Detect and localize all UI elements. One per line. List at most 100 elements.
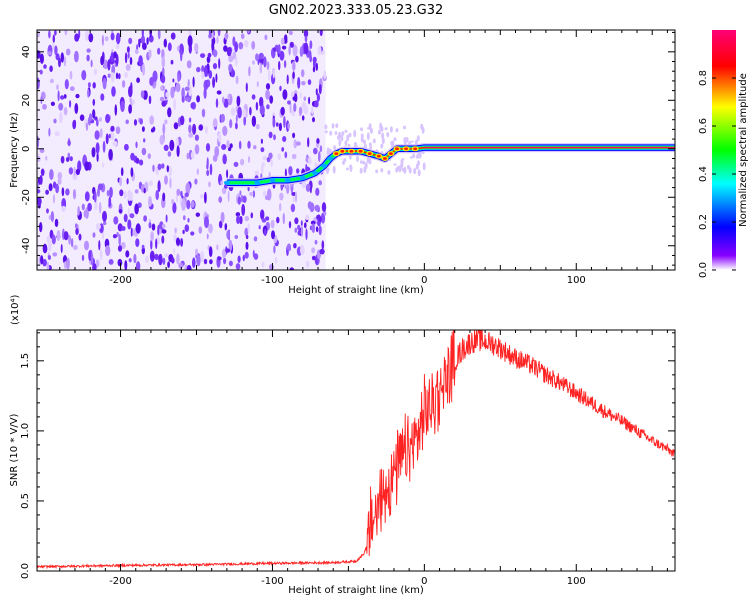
noise-speckle	[186, 60, 192, 69]
noise-speckle	[260, 138, 263, 144]
noise-speckle	[102, 77, 107, 90]
noise-speckle	[204, 191, 207, 204]
noise-speckle	[75, 93, 80, 99]
noise-speckle	[194, 178, 198, 185]
noise-speckle	[403, 125, 406, 130]
noise-speckle	[102, 210, 107, 222]
noise-speckle	[72, 189, 77, 200]
noise-speckle	[273, 245, 276, 254]
noise-speckle	[109, 132, 115, 141]
noise-speckle	[84, 30, 90, 41]
noise-speckle	[161, 74, 166, 84]
noise-speckle	[124, 260, 128, 270]
noise-speckle	[335, 123, 339, 128]
noise-speckle	[310, 220, 316, 225]
noise-speckle	[308, 156, 312, 165]
noise-speckle	[375, 169, 379, 174]
noise-speckle	[206, 169, 210, 176]
noise-speckle	[123, 213, 128, 223]
noise-speckle	[176, 253, 180, 265]
noise-speckle	[178, 262, 184, 269]
tone-blob-core	[340, 149, 345, 153]
noise-speckle	[407, 165, 410, 170]
noise-speckle	[281, 45, 287, 50]
noise-speckle	[141, 244, 145, 249]
noise-speckle	[346, 134, 350, 142]
noise-speckle	[289, 101, 292, 114]
noise-speckle	[139, 159, 144, 166]
noise-speckle	[227, 190, 230, 202]
noise-speckle	[366, 132, 370, 141]
noise-speckle	[127, 219, 132, 230]
noise-speckle	[201, 71, 205, 79]
noise-speckle	[247, 223, 250, 234]
noise-speckle	[123, 190, 127, 199]
noise-speckle	[92, 82, 96, 89]
noise-speckle	[103, 221, 107, 226]
noise-speckle	[149, 115, 155, 125]
noise-speckle	[360, 127, 363, 132]
noise-speckle	[218, 220, 223, 229]
noise-speckle	[260, 147, 265, 153]
noise-speckle	[237, 255, 241, 263]
noise-speckle	[215, 73, 218, 83]
noise-speckle	[39, 69, 43, 75]
figure-title: GN02.2023.333.05.23.G32	[269, 3, 444, 18]
noise-speckle	[415, 155, 419, 159]
noise-speckle	[312, 66, 316, 73]
noise-speckle	[135, 157, 140, 164]
noise-speckle	[347, 143, 351, 147]
noise-speckle	[58, 178, 62, 185]
noise-speckle	[152, 126, 156, 132]
noise-speckle	[262, 190, 267, 197]
tone-blob-weak	[312, 171, 318, 175]
noise-speckle	[132, 229, 136, 236]
noise-speckle	[393, 137, 397, 142]
noise-speckle	[57, 90, 60, 102]
noise-speckle	[176, 45, 180, 52]
noise-speckle	[279, 202, 282, 212]
noise-speckle	[343, 158, 347, 163]
noise-speckle	[217, 132, 222, 143]
noise-speckle	[254, 170, 260, 176]
noise-speckle	[253, 145, 257, 150]
noise-speckle	[198, 226, 203, 234]
noise-speckle	[251, 115, 257, 127]
noise-speckle	[167, 151, 172, 157]
noise-speckle	[72, 173, 78, 181]
noise-speckle	[274, 256, 278, 264]
noise-speckle	[272, 68, 275, 79]
noise-speckle	[161, 56, 166, 68]
noise-speckle	[99, 248, 103, 261]
noise-speckle	[113, 51, 117, 59]
noise-speckle	[116, 43, 120, 50]
noise-speckle	[176, 145, 180, 157]
noise-speckle	[217, 256, 222, 261]
noise-speckle	[98, 201, 102, 214]
noise-speckle	[252, 190, 255, 198]
noise-speckle	[84, 161, 90, 171]
noise-speckle	[70, 238, 74, 248]
y-tick-label: -40	[21, 238, 32, 254]
noise-speckle	[295, 55, 299, 63]
noise-speckle	[300, 69, 305, 78]
noise-speckle	[270, 219, 275, 229]
noise-speckle	[208, 181, 211, 188]
noise-speckle	[200, 250, 205, 262]
noise-speckle	[242, 195, 247, 203]
noise-speckle	[208, 223, 213, 234]
y-tick-label: 0	[21, 146, 32, 152]
tone-blob-core	[376, 154, 381, 158]
x-tick-label: 0	[421, 576, 427, 587]
noise-speckle	[228, 239, 233, 252]
noise-speckle	[279, 192, 284, 200]
noise-speckle	[297, 230, 301, 236]
noise-speckle	[143, 187, 146, 194]
noise-speckle	[100, 55, 104, 66]
noise-speckle	[297, 224, 301, 231]
y-tick-label: -20	[21, 189, 32, 205]
noise-speckle	[247, 30, 250, 34]
noise-speckle	[186, 264, 192, 270]
noise-speckle	[292, 61, 296, 71]
